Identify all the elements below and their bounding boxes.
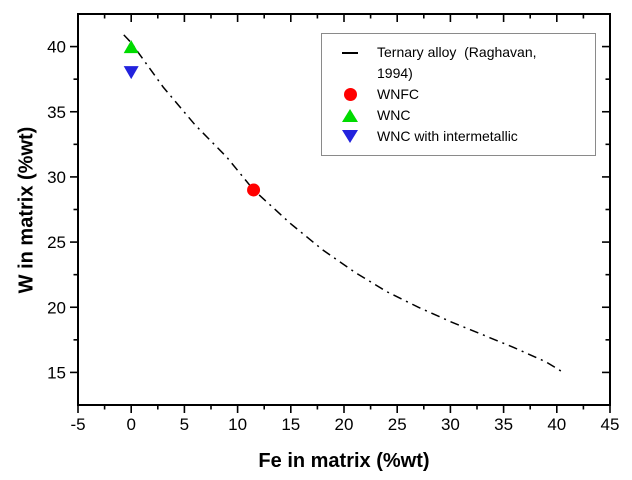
- legend-marker-cell: [332, 126, 368, 147]
- wnfc-point: [247, 183, 261, 197]
- wnc-point: [123, 40, 139, 54]
- x-tick-label: 45: [601, 415, 620, 434]
- legend-item-wnc-intermetallic: WNC with intermetallic: [332, 126, 587, 147]
- y-tick-label: 15: [47, 363, 66, 382]
- legend-marker-cell: [332, 42, 368, 63]
- legend: Ternary alloy (Raghavan, 1994) WNFC WNC …: [321, 33, 596, 156]
- dash-dot-line-sample-icon: [342, 51, 358, 54]
- ternary-alloy-curve: [123, 34, 564, 374]
- x-tick-label: 5: [180, 415, 189, 434]
- y-tick-label: 25: [47, 233, 66, 252]
- x-tick-label: 15: [281, 415, 300, 434]
- y-tick-label: 35: [47, 103, 66, 122]
- legend-label: WNC: [377, 107, 411, 123]
- legend-item-ternary-alloy: Ternary alloy (Raghavan, 1994): [332, 42, 587, 84]
- x-tick-label: 0: [126, 415, 135, 434]
- plot-frame: [77, 13, 611, 406]
- x-tick-label: 20: [335, 415, 354, 434]
- green-triangle-up-marker-icon: [342, 109, 358, 122]
- x-tick-label: 30: [441, 415, 460, 434]
- legend-label: WNC with intermetallic: [377, 128, 518, 144]
- red-circle-marker-icon: [343, 88, 357, 101]
- y-tick-label: 20: [47, 298, 66, 317]
- y-tick-label: 30: [47, 168, 66, 187]
- wnc-intermetallic-point: [123, 66, 139, 80]
- legend-marker-cell: [332, 105, 368, 126]
- legend-item-wnc: WNC: [332, 105, 587, 126]
- y-axis-title: W in matrix (%wt): [15, 126, 38, 294]
- x-tick-label: 10: [228, 415, 247, 434]
- x-tick-label: -5: [70, 415, 85, 434]
- x-tick-label: 35: [494, 415, 513, 434]
- legend-label: WNFC: [377, 86, 419, 102]
- x-tick-label: 25: [388, 415, 407, 434]
- legend-label: Ternary alloy (Raghavan, 1994): [377, 44, 541, 81]
- x-tick-label: 40: [547, 415, 566, 434]
- legend-item-wnfc: WNFC: [332, 84, 587, 105]
- y-tick-label: 40: [47, 38, 66, 57]
- blue-triangle-down-marker-icon: [342, 130, 358, 143]
- x-axis-title: Fe in matrix (%wt): [258, 450, 430, 472]
- legend-marker-cell: [332, 84, 368, 105]
